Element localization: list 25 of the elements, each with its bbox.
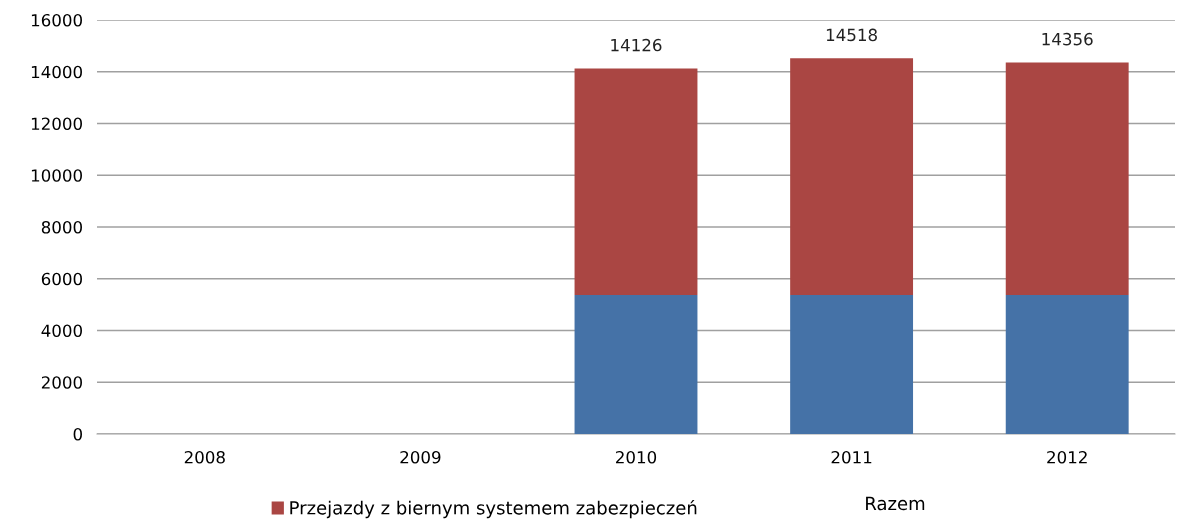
text: Razem [866,496,925,511]
x-tick-label: 2010 [616,450,657,464]
bar [790,295,914,434]
y-tick-label: 4000 [41,324,82,338]
bar [574,295,698,434]
total-label: 14518 [826,28,877,42]
bar [574,68,698,296]
y-tick-label: 10000 [31,169,82,182]
total-label: 14356 [1042,32,1093,46]
y-tick-label: 0 [73,427,82,441]
x-tick-label: 2011 [831,450,872,464]
bar [790,58,914,296]
bar [1005,295,1129,434]
y-tick-label: 16000 [31,13,82,27]
bar [1005,62,1129,296]
x-tick-label: 2008 [184,450,225,464]
y-tick-label: 8000 [41,220,82,234]
total-label: 14126 [611,38,662,52]
y-tick-label: 6000 [41,272,82,286]
y-tick-label: 12000 [31,117,82,131]
y-tick-label: 2000 [41,376,82,389]
x-tick-label: 2009 [400,450,441,464]
x-tick-label: 2012 [1047,450,1087,464]
legend-label: Przejazdy z biernym systemem zabezpieczeń [290,499,697,519]
y-tick-label: 14000 [31,65,82,79]
